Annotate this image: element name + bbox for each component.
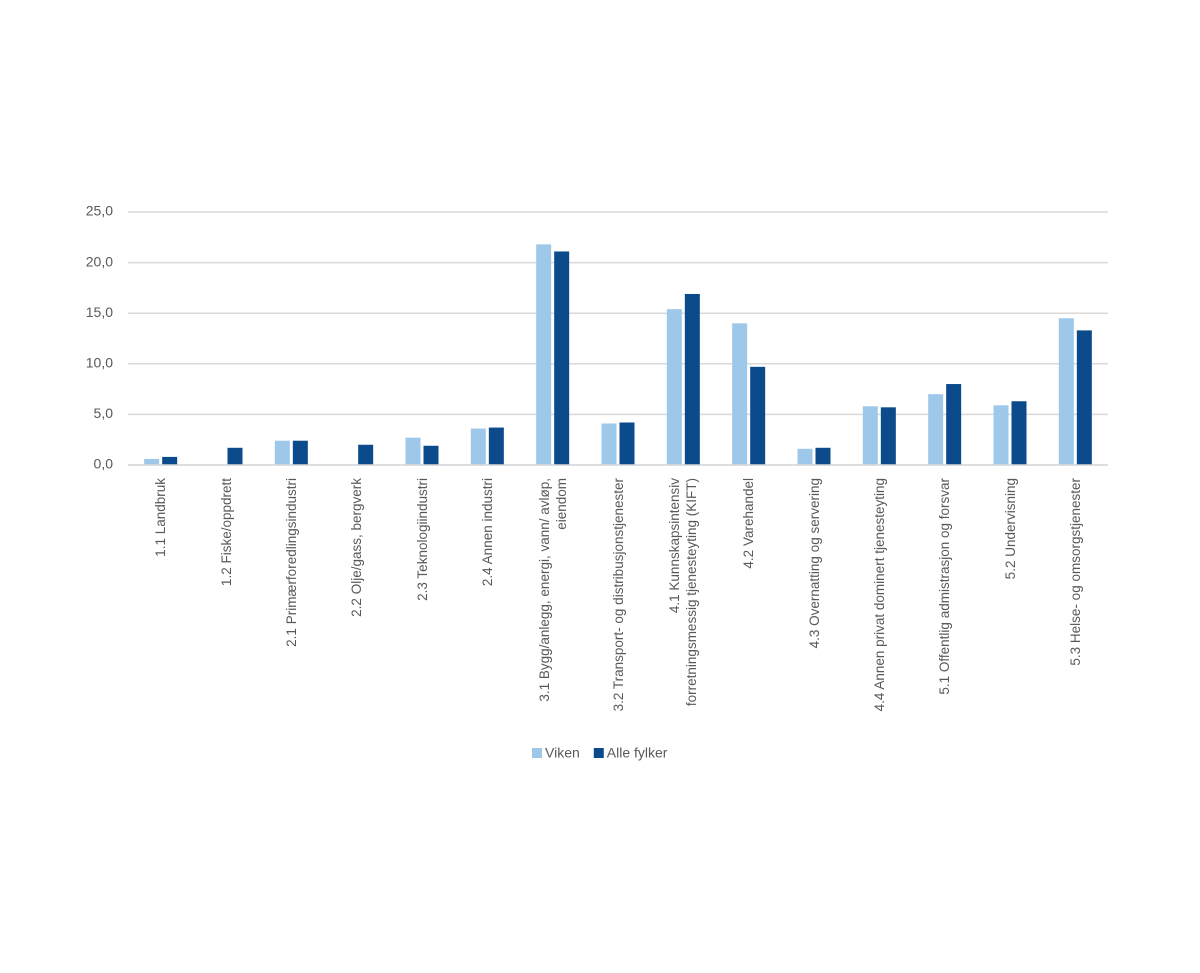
x-tick-label: 4.4 Annen privat dominert tjenesteyting [871,478,887,712]
bar [1011,401,1027,465]
bar [946,384,962,465]
bar [684,293,700,465]
bar [423,445,439,465]
x-tick-label: 2.1 Primærforedlingsindustri [283,478,299,647]
bar [1076,330,1092,465]
y-tick-label: 20,0 [86,253,113,269]
bar [797,448,813,465]
x-tick-label: 5.3 Helse- og omsorgstjenester [1067,478,1083,666]
bar [470,428,486,465]
bar [292,440,308,465]
x-tick-label: 5.1 Offentlig admistrasjon og forsvar [937,478,953,695]
x-tick-label: 2.3 Teknologiindustri [414,478,430,601]
y-tick-label: 0,0 [94,456,114,472]
x-tick-label: 3.2 Transport- og distribusjonstjenester [610,478,626,712]
bar [536,244,552,465]
x-tick-label: 2.4 Annen industri [479,478,495,587]
x-tick-label: 1.2 Fiske/oppdrett [218,478,234,587]
bar [144,458,160,465]
legend-label: Viken [545,745,580,761]
bar [274,440,290,465]
x-tick-label: 3.1 Bygg/anlegg, energi, vann/ avløp, ei… [536,478,569,702]
bar [358,444,374,465]
x-tick-label: 5.2 Undervisning [1002,478,1018,580]
legend-label: Alle fylker [607,745,668,761]
bar [750,366,766,465]
bar [619,422,635,465]
x-tick-label: 4.1 Kunnskapsintensiv forretningsmessig … [667,478,700,707]
bar [880,407,896,465]
bar [993,405,1009,465]
bar [601,423,617,465]
bar [162,456,178,465]
bar [666,309,682,465]
x-tick-label: 2.2 Olje/gass, bergverk [349,478,365,617]
bar [405,437,421,465]
bar [928,394,944,465]
x-tick-label: 4.3 Overnatting og servering [806,478,822,649]
bar [488,427,504,465]
bar [554,251,570,465]
y-tick-label: 25,0 [86,203,113,219]
y-tick-label: 15,0 [86,304,113,320]
legend-swatch [593,748,604,758]
x-tick-label: 4.2 Varehandel [741,478,757,569]
bar [732,323,748,465]
bar [1058,318,1074,465]
y-tick-label: 5,0 [94,405,114,421]
bar [815,447,831,465]
legend-swatch [532,748,542,758]
x-tick-label: 1.1 Landbruk [153,478,169,557]
bar [227,447,243,465]
y-tick-label: 10,0 [86,355,113,371]
bar [862,406,878,465]
